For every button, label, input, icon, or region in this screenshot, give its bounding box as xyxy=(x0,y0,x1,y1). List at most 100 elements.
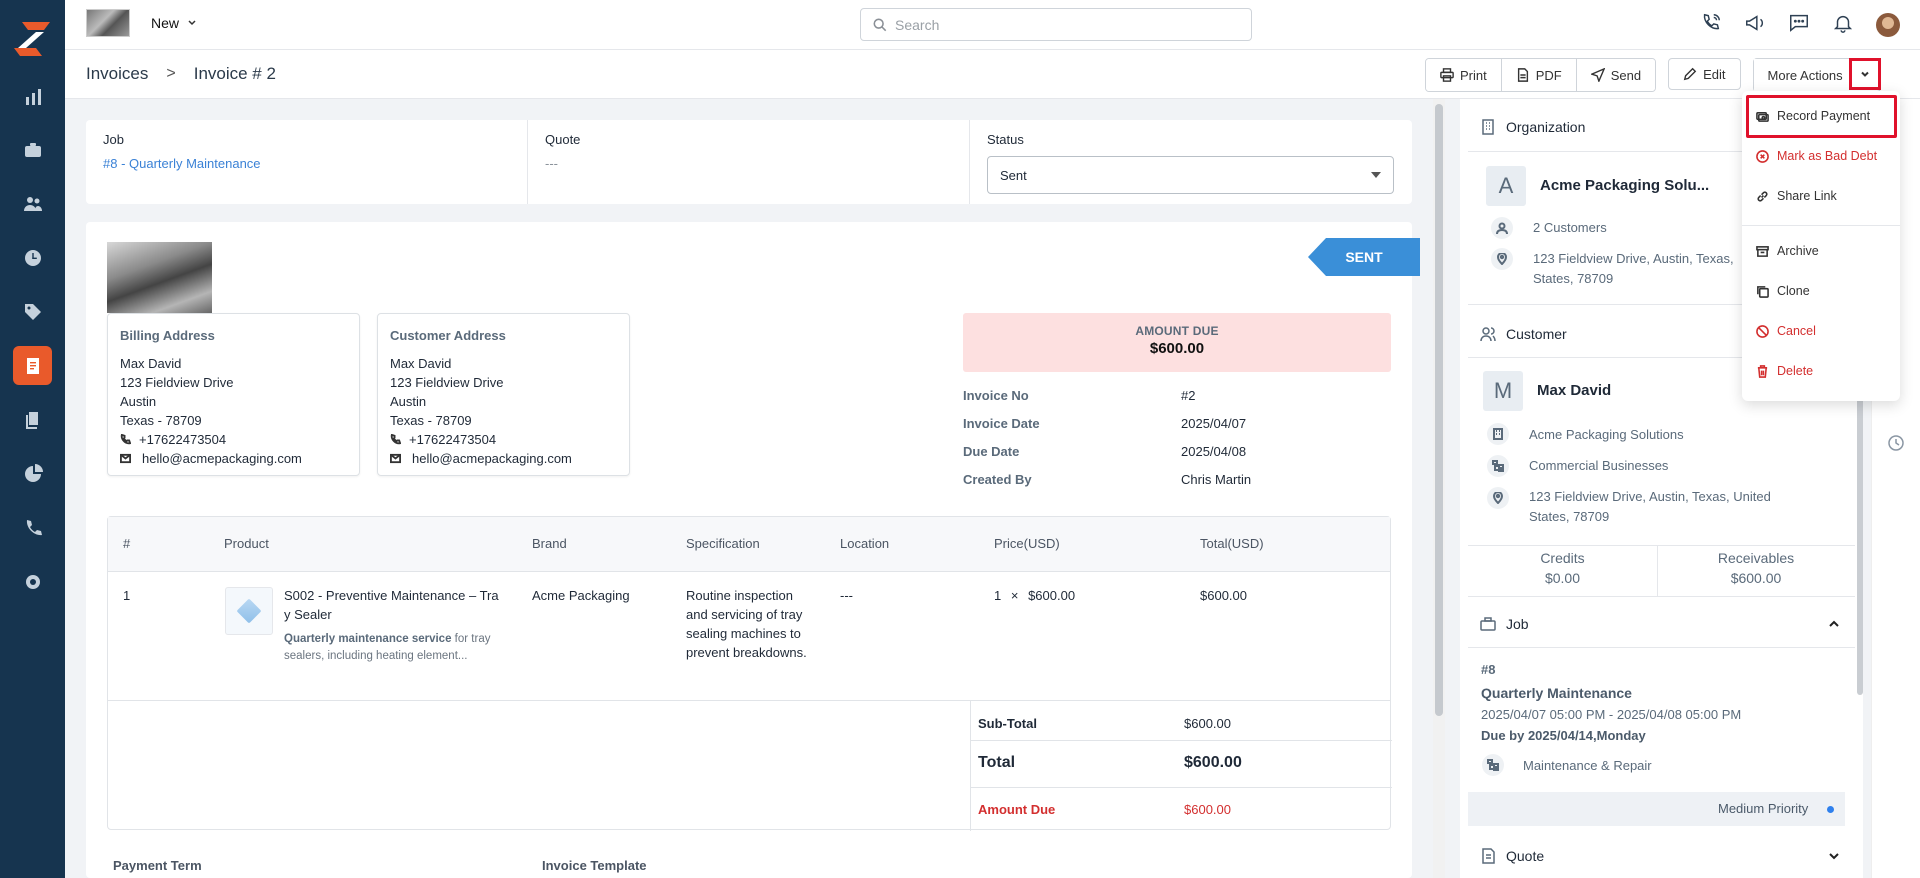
quote-section-title[interactable]: Quote xyxy=(1480,848,1842,864)
briefcase-icon xyxy=(1480,617,1496,631)
call-icon[interactable] xyxy=(1700,12,1722,37)
customer-org[interactable]: Acme Packaging Solutions xyxy=(1529,427,1684,442)
clone-label: Clone xyxy=(1777,284,1810,298)
job-section-title[interactable]: Job xyxy=(1480,616,1842,632)
org-customers[interactable]: 2 Customers xyxy=(1533,220,1607,235)
page-header: Invoices > Invoice # 2 Print PDF Send Ed… xyxy=(65,50,1920,99)
send-button[interactable]: Send xyxy=(1575,59,1656,91)
brand-logo-icon[interactable] xyxy=(14,22,50,56)
job-name[interactable]: Quarterly Maintenance xyxy=(1481,685,1632,701)
customers-icon[interactable] xyxy=(13,184,52,223)
breadcrumb: Invoices > Invoice # 2 xyxy=(86,64,276,84)
invoices-icon[interactable] xyxy=(13,346,52,385)
menu-cancel[interactable]: Cancel xyxy=(1756,324,1816,338)
menu-delete[interactable]: Delete xyxy=(1756,364,1813,378)
menu-clone[interactable]: Clone xyxy=(1756,284,1810,298)
hierarchy-icon xyxy=(1487,455,1509,477)
product-name-line1: S002 - Preventive Maintenance – Tra xyxy=(284,588,499,603)
search-input[interactable]: Search xyxy=(860,8,1252,41)
breadcrumb-invoices[interactable]: Invoices xyxy=(86,64,149,83)
announcement-icon[interactable] xyxy=(1744,12,1766,37)
amount-due-row-value: $600.00 xyxy=(1184,802,1231,817)
menu-archive[interactable]: Archive xyxy=(1756,244,1819,258)
organization-icon xyxy=(1487,423,1509,445)
tags-icon[interactable] xyxy=(13,292,52,331)
user-avatar[interactable] xyxy=(1876,12,1900,37)
invoice-date-value: 2025/04/07 xyxy=(1181,416,1247,431)
more-actions-toggle[interactable] xyxy=(1848,58,1881,90)
chevron-down-icon[interactable] xyxy=(1826,848,1842,864)
search-icon xyxy=(873,18,887,31)
row-num: 1 xyxy=(123,588,131,603)
analytics-icon[interactable] xyxy=(13,454,52,493)
spec-line1: Routine inspection xyxy=(686,588,793,603)
sidebar xyxy=(0,0,65,878)
credits-label: Credits xyxy=(1540,550,1585,566)
times-icon: × xyxy=(1010,588,1019,603)
customer-street: 123 Fieldview Drive xyxy=(390,375,504,390)
divider xyxy=(1657,546,1658,597)
priority-dot-icon xyxy=(1827,806,1834,813)
page-title: Invoice # 2 xyxy=(193,64,276,83)
customer-address-line1: 123 Fieldview Drive, Austin, Texas, Unit… xyxy=(1529,489,1771,504)
phone-icon[interactable] xyxy=(13,508,52,547)
customer-name[interactable]: Max David xyxy=(1537,382,1612,399)
billing-email[interactable]: hello@acmepackaging.com xyxy=(142,451,302,466)
customer-address-card: Customer Address Max David 123 Fieldview… xyxy=(377,313,630,476)
chat-icon[interactable] xyxy=(1788,12,1810,37)
trash-icon xyxy=(1757,364,1768,378)
customer-name: Max David xyxy=(390,356,452,371)
col-location: Location xyxy=(840,536,890,551)
chevron-down-icon xyxy=(188,20,196,26)
org-name[interactable]: Acme Packaging Solu... xyxy=(1540,177,1710,194)
customer-phone[interactable]: +17622473504 xyxy=(409,432,497,447)
edit-label: Edit xyxy=(1703,66,1726,82)
subtotal-label: Sub-Total xyxy=(978,716,1037,731)
settings-icon[interactable] xyxy=(13,562,52,601)
credits-value: $0.00 xyxy=(1544,570,1581,586)
jobs-icon[interactable] xyxy=(13,130,52,169)
divider xyxy=(1468,647,1855,648)
bell-icon[interactable] xyxy=(1832,12,1854,37)
customer-state-zip: Texas - 78709 xyxy=(390,413,472,428)
organization-title: Organization xyxy=(1506,119,1586,135)
archive-label: Archive xyxy=(1777,244,1819,258)
main-scrollbar[interactable] xyxy=(1435,104,1443,716)
receivables-label: Receivables xyxy=(1717,550,1795,566)
more-actions-label-wrap[interactable]: More Actions xyxy=(1753,59,1849,91)
divider xyxy=(527,120,528,204)
menu-share-link[interactable]: Share Link xyxy=(1756,189,1837,203)
print-button[interactable]: Print xyxy=(1426,59,1501,91)
share-link-label: Share Link xyxy=(1777,189,1837,203)
organization-section-title[interactable]: Organization xyxy=(1480,119,1585,135)
history-icon[interactable] xyxy=(1887,434,1905,452)
payment-term-label: Payment Term xyxy=(113,858,202,873)
building-icon xyxy=(1482,119,1494,135)
job-link[interactable]: #8 - Quarterly Maintenance xyxy=(103,156,261,171)
mail-icon xyxy=(120,453,131,464)
quote-label: Quote xyxy=(545,132,581,147)
customer-section-title[interactable]: Customer xyxy=(1480,326,1567,342)
created-by-label: Created By xyxy=(963,472,1032,487)
org-address: 123 Fieldview Drive, Austin, Texas, Stat… xyxy=(1533,249,1734,289)
product-name[interactable]: S002 - Preventive Maintenance – Tra y Se… xyxy=(284,586,519,624)
edit-button[interactable]: Edit xyxy=(1668,58,1741,90)
billing-phone[interactable]: +17622473504 xyxy=(139,432,227,447)
company-thumbnail[interactable] xyxy=(86,9,130,37)
status-select[interactable]: Sent xyxy=(987,156,1394,194)
reports-icon[interactable] xyxy=(13,77,52,116)
new-button[interactable]: New xyxy=(151,15,197,31)
pdf-button[interactable]: PDF xyxy=(1500,59,1576,91)
amount-due-value: $600.00 xyxy=(1149,340,1205,357)
documents-icon[interactable] xyxy=(13,400,52,439)
customer-email[interactable]: hello@acmepackaging.com xyxy=(412,451,572,466)
time-icon[interactable] xyxy=(13,238,52,277)
billing-address-card: Billing Address Max David 123 Fieldview … xyxy=(107,313,360,476)
menu-mark-bad-debt[interactable]: Mark as Bad Debt xyxy=(1756,149,1877,163)
record-payment-label: Record Payment xyxy=(1777,109,1871,123)
more-actions-button[interactable]: More Actions xyxy=(1752,58,1881,92)
send-label: Send xyxy=(1610,67,1642,83)
chevron-up-icon[interactable] xyxy=(1826,616,1842,632)
menu-record-payment[interactable]: Record Payment xyxy=(1756,109,1870,123)
line-items-table: # Product Brand Specification Location P… xyxy=(107,516,1392,831)
